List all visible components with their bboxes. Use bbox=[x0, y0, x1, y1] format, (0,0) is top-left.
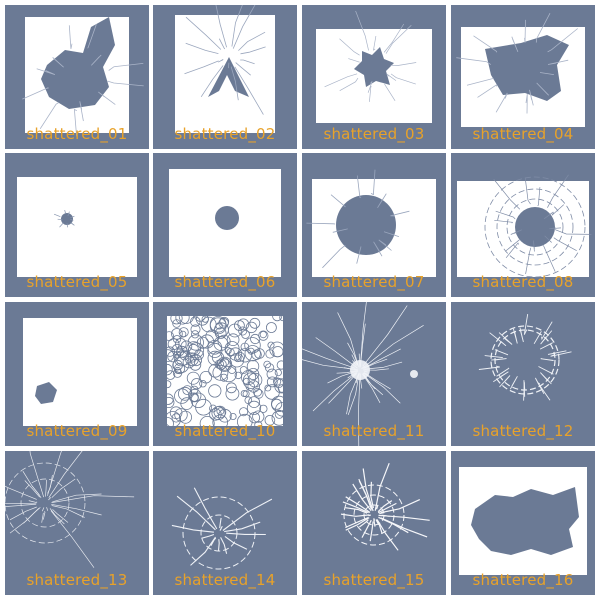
texture-tile[interactable]: shattered_02 bbox=[153, 5, 297, 149]
texture-tile[interactable]: shattered_09 bbox=[5, 302, 149, 446]
texture-tile[interactable]: shattered_16 bbox=[451, 451, 595, 595]
texture-tile[interactable]: shattered_13 bbox=[5, 451, 149, 595]
texture-tile[interactable]: shattered_06 bbox=[153, 153, 297, 297]
texture-tile[interactable]: shattered_10 bbox=[153, 302, 297, 446]
texture-tile[interactable]: shattered_01 bbox=[5, 5, 149, 149]
texture-label: shattered_10 bbox=[174, 422, 276, 440]
texture-label: shattered_15 bbox=[323, 571, 425, 589]
texture-tile[interactable]: shattered_04 bbox=[451, 5, 595, 149]
texture-tile[interactable]: shattered_12 bbox=[451, 302, 595, 446]
texture-label: shattered_04 bbox=[472, 125, 574, 143]
texture-label: shattered_06 bbox=[174, 273, 276, 291]
texture-label: shattered_08 bbox=[472, 273, 574, 291]
texture-label: shattered_12 bbox=[472, 422, 574, 440]
texture-tile[interactable]: shattered_15 bbox=[302, 451, 446, 595]
texture-tile[interactable]: shattered_07 bbox=[302, 153, 446, 297]
texture-tile[interactable]: shattered_11 bbox=[302, 302, 446, 446]
texture-label: shattered_03 bbox=[323, 125, 425, 143]
texture-label: shattered_09 bbox=[26, 422, 128, 440]
texture-label: shattered_16 bbox=[472, 571, 574, 589]
texture-tile[interactable]: shattered_08 bbox=[451, 153, 595, 297]
texture-tile[interactable]: shattered_05 bbox=[5, 153, 149, 297]
texture-label: shattered_05 bbox=[26, 273, 128, 291]
texture-label: shattered_01 bbox=[26, 125, 128, 143]
texture-label: shattered_13 bbox=[26, 571, 128, 589]
texture-label: shattered_11 bbox=[323, 422, 425, 440]
texture-label: shattered_07 bbox=[323, 273, 425, 291]
texture-label: shattered_02 bbox=[174, 125, 276, 143]
texture-tile[interactable]: shattered_14 bbox=[153, 451, 297, 595]
texture-tile[interactable]: shattered_03 bbox=[302, 5, 446, 149]
texture-label: shattered_14 bbox=[174, 571, 276, 589]
